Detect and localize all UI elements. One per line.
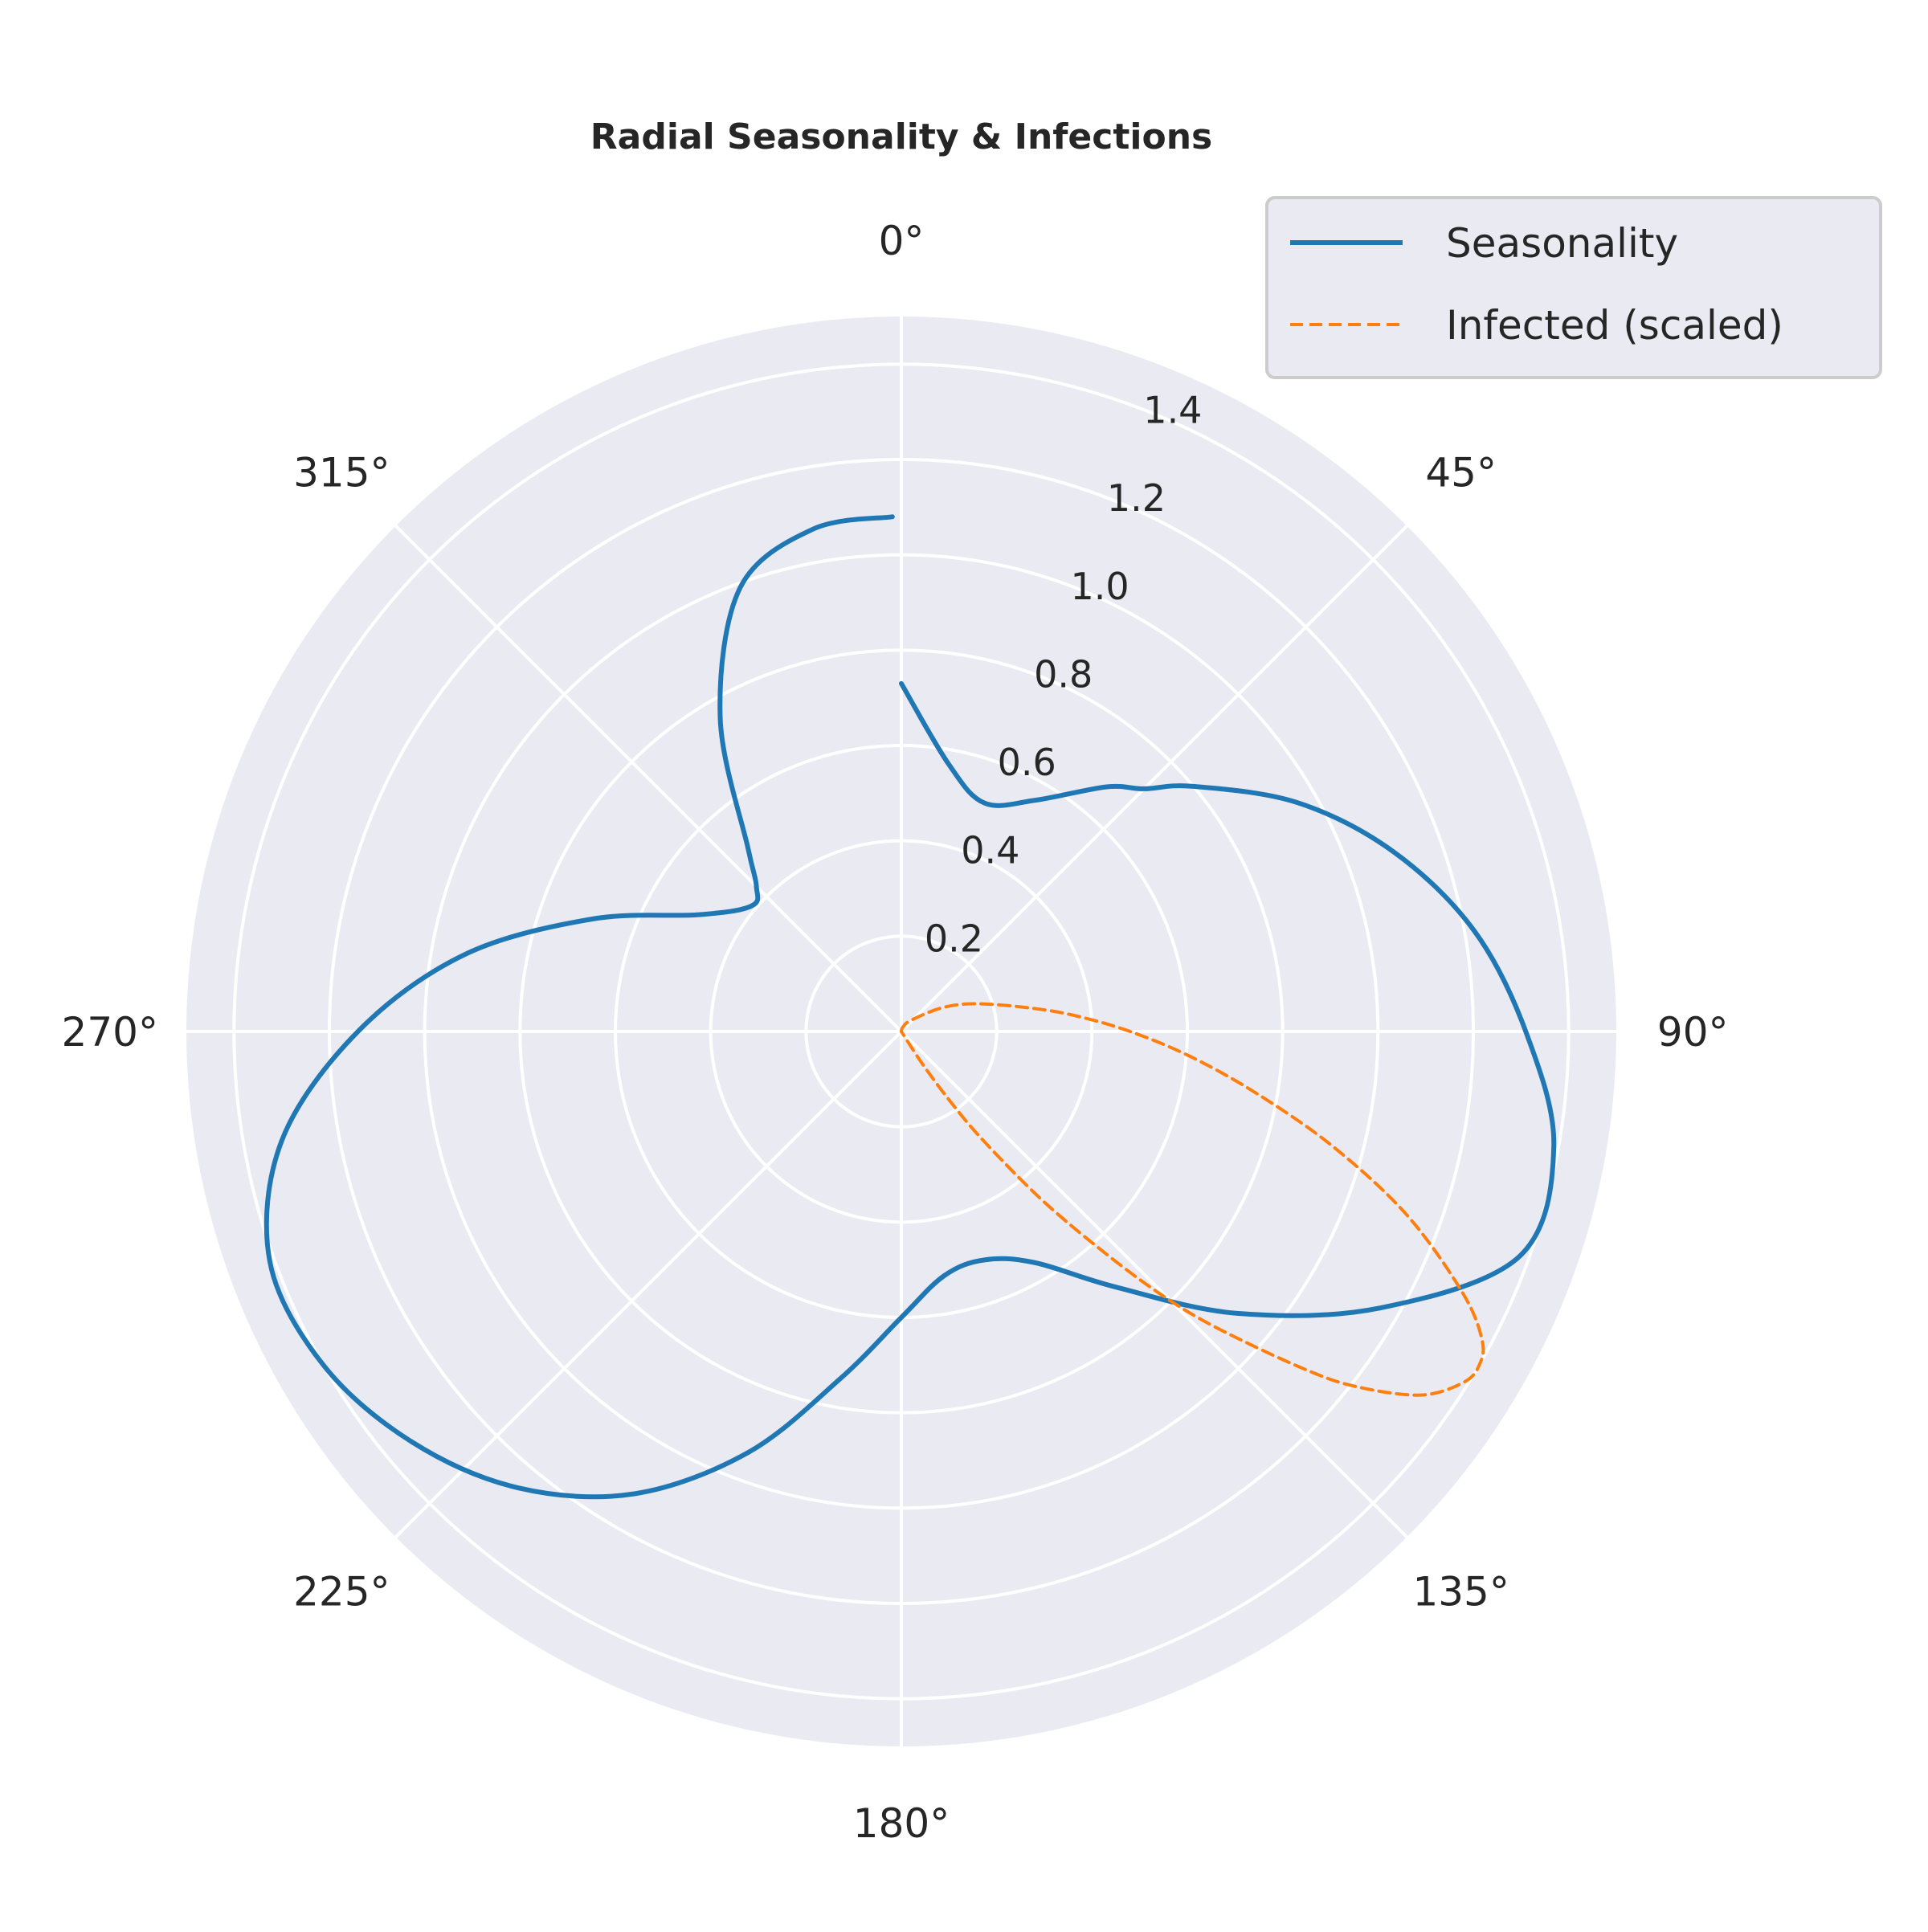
radial-tick-label: 0.2 [925,917,983,960]
radial-tick-label: 1.2 [1107,476,1166,520]
angular-tick-label: 45° [1425,449,1497,496]
angular-tick-label: 0° [879,218,925,264]
radial-tick-label: 0.4 [961,829,1019,872]
angular-gridline [394,525,903,1033]
chart-title: Radial Seasonality & Infections [590,116,1212,157]
angular-gridline [900,1030,1408,1538]
angular-tick-label: 270° [62,1009,158,1056]
angular-gridline [900,525,1408,1033]
radial-tick-label: 1.0 [1070,565,1129,608]
series-line-1 [900,1002,1485,1397]
angular-tick-label: 225° [293,1569,390,1615]
legend: Seasonality Infected (scaled) [1265,196,1882,379]
polar-axes: 0.2 0.4 0.6 0.8 1.0 1.2 1.4 0° 45° 90° 135° 180° 225… [62,218,1729,1847]
legend-frame [1265,196,1882,379]
radial-tick-label: 0.6 [998,741,1056,784]
angular-tick-label: 135° [1412,1569,1509,1615]
legend-label-infected: Infected (scaled) [1446,302,1783,349]
angular-tick-label: 180° [853,1800,950,1847]
legend-label-seasonality: Seasonality [1446,220,1678,267]
angular-tick-label: 315° [293,449,390,496]
radial-tick-label: 0.8 [1034,652,1093,696]
angular-gridline [394,1030,903,1538]
angular-tick-label: 90° [1657,1009,1729,1056]
series-layer [263,514,1557,1500]
series-line-0 [263,514,1557,1500]
radial-tick-label: 1.4 [1143,389,1202,432]
